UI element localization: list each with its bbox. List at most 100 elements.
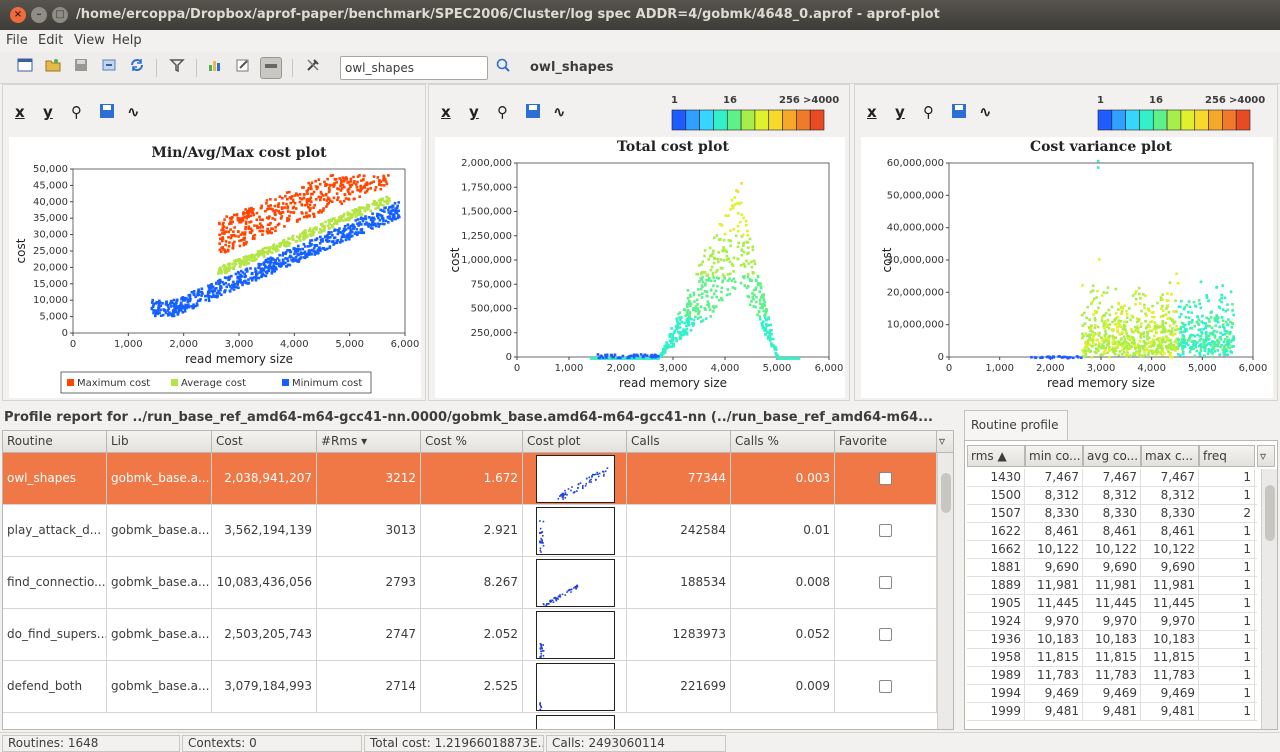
column-header-min-cost[interactable]: min co... — [1025, 445, 1083, 467]
y-log-scale-button[interactable]: y — [43, 103, 53, 121]
column-header-rms[interactable]: #Rms ▾ — [317, 431, 421, 453]
routine-profile-row[interactable]: 1507 8,330 8,330 8,330 2 — [967, 505, 1257, 523]
thumb-point — [560, 494, 563, 497]
save-plot-icon[interactable] — [951, 103, 967, 123]
column-header-calls[interactable]: Calls — [627, 431, 731, 453]
table-row[interactable]: find_connectio... gobmk_base.a... 10,083,4… — [3, 557, 937, 610]
total-cost-point — [713, 279, 717, 283]
filter-points-icon[interactable]: ⚲ — [71, 103, 82, 121]
x-tick-label: 0 — [70, 339, 76, 350]
chart-icon[interactable] — [204, 57, 226, 79]
min-cost-point — [383, 210, 386, 213]
column-header-rms[interactable]: rms ▲ — [967, 445, 1025, 467]
routine-profile-row[interactable]: 1881 9,690 9,690 9,690 1 — [967, 559, 1257, 577]
column-header-cost-pct[interactable]: Cost % — [421, 431, 523, 453]
column-header-max-cost[interactable]: max c... — [1141, 445, 1199, 467]
column-header-avg-cost[interactable]: avg co... — [1083, 445, 1141, 467]
column-chooser-icon[interactable]: ▿ — [937, 431, 953, 453]
min-cost-point — [215, 287, 218, 290]
favorite-checkbox[interactable] — [879, 680, 892, 693]
routine-profile-row[interactable]: 1958 11,815 11,815 11,815 1 — [967, 649, 1257, 667]
min-cost-point — [161, 313, 165, 317]
table-row[interactable] — [3, 713, 937, 729]
edit-notes-icon[interactable] — [232, 57, 254, 79]
trend-icon[interactable]: ∿ — [127, 103, 140, 121]
save-plot-icon[interactable] — [99, 103, 115, 123]
routine-profile-row[interactable]: 1989 11,783 11,783 11,783 1 — [967, 667, 1257, 685]
avg-cost-point — [358, 209, 361, 213]
total-cost-point — [650, 353, 653, 357]
refresh-icon[interactable] — [126, 57, 148, 79]
y-log-scale-button[interactable]: y — [895, 103, 905, 121]
min-cost-point — [236, 275, 240, 279]
open-file-icon[interactable] — [42, 57, 64, 79]
filter-points-icon[interactable]: ⚲ — [923, 103, 934, 121]
search-input[interactable] — [340, 56, 488, 80]
variance-point — [1190, 340, 1194, 343]
routine-profile-row[interactable]: 1889 11,981 11,981 11,981 1 — [967, 577, 1257, 595]
total-cost-point — [678, 326, 682, 329]
maximize-window-button[interactable]: □ — [52, 7, 68, 23]
trend-icon[interactable]: ∿ — [979, 103, 992, 121]
table-row[interactable]: owl_shapes gobmk_base.a... 2,038,941,207 32… — [3, 453, 937, 505]
x-log-scale-button[interactable]: x — [15, 103, 25, 121]
routine-profile-cell: 1500 — [967, 487, 1025, 505]
filter-icon[interactable] — [166, 57, 188, 79]
routine-profile-row[interactable]: 1905 11,445 11,445 11,445 1 — [967, 595, 1257, 613]
routines-table-scrollbar[interactable] — [937, 453, 953, 729]
new-window-icon[interactable] — [14, 57, 36, 79]
toggle-view-icon[interactable] — [260, 57, 282, 79]
routine-profile-row[interactable]: 1622 8,461 8,461 8,461 1 — [967, 523, 1257, 541]
column-header-routine[interactable]: Routine — [3, 431, 107, 453]
tab-routine-profile[interactable]: Routine profile — [964, 410, 1068, 440]
column-header-freq[interactable]: freq — [1199, 445, 1255, 467]
routine-profile-row[interactable]: 1430 7,467 7,467 7,467 1 — [967, 469, 1257, 487]
menu-file[interactable]: File — [6, 33, 28, 48]
trend-icon[interactable]: ∿ — [553, 103, 566, 121]
save-plot-icon[interactable] — [525, 103, 541, 123]
favorite-checkbox[interactable] — [879, 524, 892, 537]
routine-profile-row[interactable]: 1999 9,481 9,481 9,481 1 — [967, 703, 1257, 721]
routine-profile-row[interactable]: 1936 10,183 10,183 10,183 1 — [967, 631, 1257, 649]
variance-point — [1123, 304, 1126, 308]
favorite-checkbox[interactable] — [879, 576, 892, 589]
variance-point — [1151, 315, 1154, 319]
total-cost-point — [788, 357, 792, 360]
y-log-scale-button[interactable]: y — [469, 103, 479, 121]
close-window-button[interactable]: × — [10, 7, 26, 23]
column-header-lib[interactable]: Lib — [107, 431, 212, 453]
routine-profile-row[interactable]: 1994 9,469 9,469 9,469 1 — [967, 685, 1257, 703]
minimize-window-button[interactable]: – — [31, 7, 47, 23]
x-log-scale-button[interactable]: x — [441, 103, 451, 121]
favorite-checkbox[interactable] — [879, 628, 892, 641]
menu-help[interactable]: Help — [112, 33, 142, 48]
routine-profile-row[interactable]: 1924 9,970 9,970 9,970 1 — [967, 613, 1257, 631]
save-icon[interactable] — [70, 57, 92, 79]
favorite-checkbox[interactable] — [879, 472, 892, 485]
column-header-favorite[interactable]: Favorite — [835, 431, 937, 453]
menu-view[interactable]: View — [74, 33, 105, 48]
routine-profile-row[interactable]: 1500 8,312 8,312 8,312 1 — [967, 487, 1257, 505]
search-icon[interactable] — [492, 57, 514, 79]
table-row[interactable]: do_find_supers... gobmk_base.a... 2,503,20… — [3, 609, 937, 661]
total-cost-point — [712, 261, 716, 265]
column-header-calls-pct[interactable]: Calls % — [731, 431, 835, 453]
export-icon[interactable] — [98, 57, 120, 79]
routine-profile-row[interactable]: 1662 10,122 10,122 10,122 1 — [967, 541, 1257, 559]
table-row[interactable]: play_attack_d... gobmk_base.a... 3,562,194… — [3, 505, 937, 557]
variance-point — [1207, 299, 1210, 303]
total-cost-point — [769, 323, 772, 327]
column-chooser-icon[interactable]: ▿ — [1257, 445, 1275, 467]
tools-icon[interactable] — [302, 57, 324, 79]
table-row[interactable]: defend_both gobmk_base.a... 3,079,184,993 2… — [3, 661, 937, 713]
routine-profile-cell: 1 — [1199, 649, 1255, 667]
menu-edit[interactable]: Edit — [38, 33, 64, 48]
variance-point — [1221, 284, 1225, 287]
filter-points-icon[interactable]: ⚲ — [497, 103, 508, 121]
routine-profile-scrollbar[interactable] — [1261, 469, 1277, 729]
column-header-cost[interactable]: Cost — [212, 431, 317, 453]
column-header-cost-plot[interactable]: Cost plot — [523, 431, 627, 453]
x-log-scale-button[interactable]: x — [867, 103, 877, 121]
variance-point — [1147, 345, 1151, 348]
thumb-point — [590, 478, 592, 481]
